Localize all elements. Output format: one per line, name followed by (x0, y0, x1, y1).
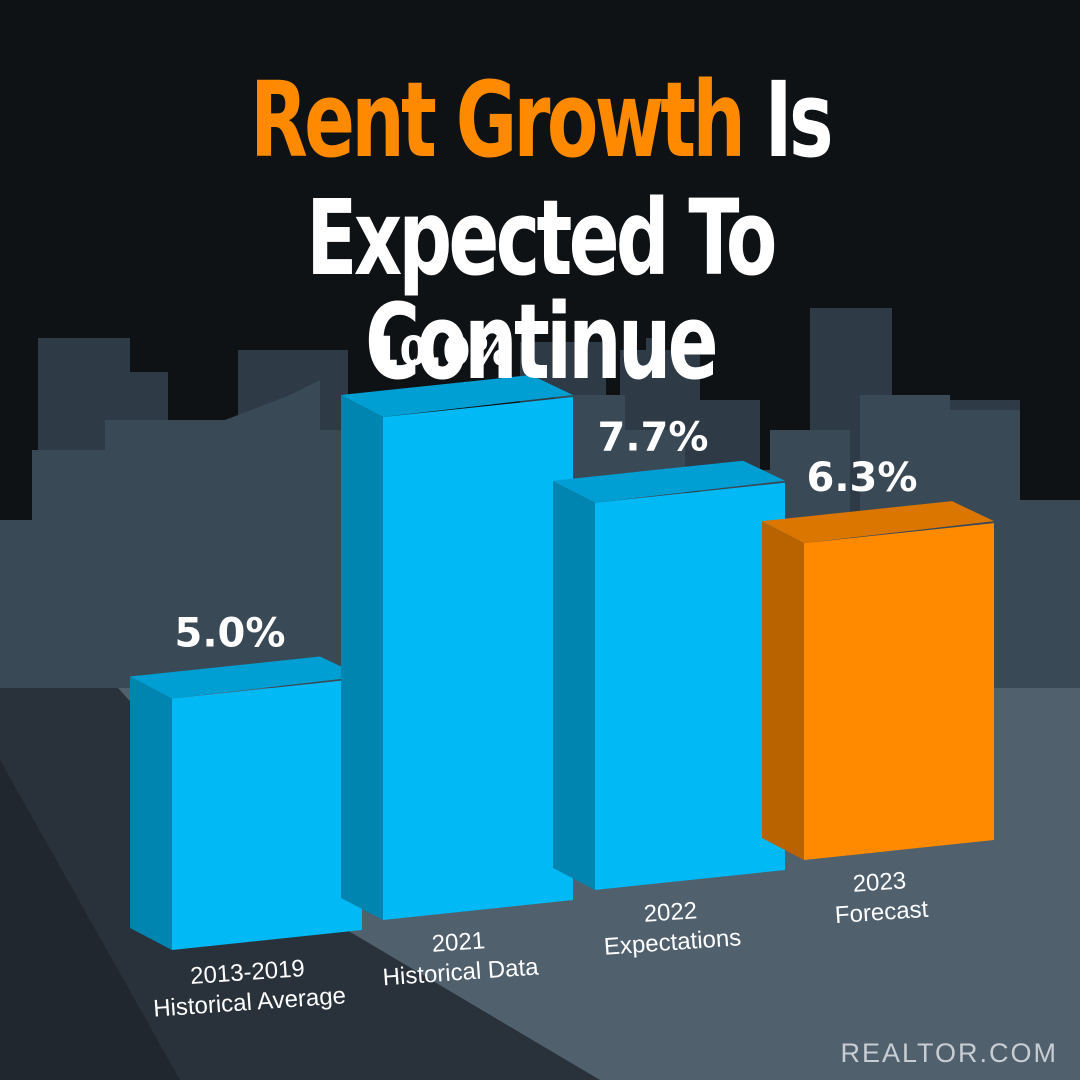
title-highlight: Rent Growth (250, 59, 746, 181)
value-label-4: 6.3% (807, 455, 918, 501)
page-title-line-2: Expected To Continue (306, 177, 777, 403)
source-credit: REALTOR.COM (840, 1038, 1058, 1068)
page-title-line-1: Rent Growth Is (151, 68, 929, 172)
bar-4 (804, 523, 994, 860)
bar-top-3 (553, 460, 785, 503)
category-label-4-line-2: Forecast (834, 896, 929, 929)
title-line-1-rest: Is (764, 59, 834, 181)
bar-2 (383, 397, 573, 920)
bar-side-2 (341, 395, 383, 920)
bar-1 (172, 678, 362, 950)
category-label-4-line-1: 2023 (852, 867, 907, 898)
bar-top-1 (130, 656, 362, 699)
bar-side-4 (762, 521, 804, 860)
bar-side-3 (553, 480, 595, 890)
category-label-3-line-1: 2022 (643, 897, 698, 928)
value-label-2: 10.0% (372, 329, 511, 375)
bar-side-1 (130, 676, 172, 950)
category-label-1: 2013-2019Historical Average (150, 952, 346, 1022)
category-label-1-line-1: 2013-2019 (189, 955, 305, 990)
value-label-3: 7.7% (598, 415, 709, 461)
category-label-3: 2022Expectations (601, 894, 742, 960)
category-label-4: 2023Forecast (832, 866, 929, 929)
value-label-1: 5.0% (175, 611, 286, 657)
category-label-2-line-1: 2021 (431, 927, 486, 958)
category-label-1-line-2: Historical Average (152, 982, 346, 1022)
category-label-2: 2021Historical Data (380, 924, 540, 992)
bar-top-4 (762, 501, 994, 544)
category-label-3-line-2: Expectations (603, 924, 742, 961)
bar-3 (595, 482, 785, 890)
category-label-2-line-2: Historical Data (382, 953, 540, 991)
bar-top-2 (341, 375, 573, 417)
